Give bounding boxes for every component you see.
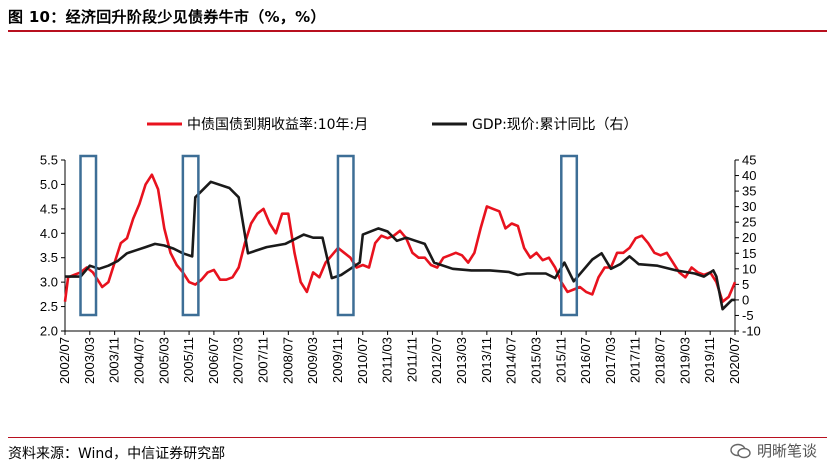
x-tick-label: 2009/03: [305, 337, 320, 384]
chart: 2.02.53.03.54.04.55.05.5-10-505101520253…: [40, 116, 761, 384]
y-right-tick-label: 45: [742, 153, 756, 168]
y-right-tick-label: 40: [742, 168, 756, 183]
x-tick-label: 2008/07: [280, 337, 295, 384]
wechat-icon: [730, 443, 751, 458]
watermark: 明晰笔谈: [730, 440, 817, 461]
x-tick-label: 2003/11: [107, 337, 122, 383]
y-right-tick-label: 30: [742, 199, 756, 214]
x-tick-label: 2003/03: [82, 337, 97, 384]
x-tick-label: 2015/03: [528, 337, 543, 384]
yield-series-line: [63, 173, 737, 304]
x-tick-label: 2011/11: [404, 337, 419, 382]
y-left-tick-label: 4.0: [40, 226, 58, 241]
x-tick-label: 2019/11: [702, 337, 717, 383]
x-tick-label: 2011/03: [380, 337, 395, 383]
x-tick-label: 2020/07: [727, 337, 742, 384]
legend-label-yield: 中债国债到期收益率:10年:月: [187, 116, 368, 133]
x-tick-label: 2007/03: [231, 337, 246, 384]
y-left-tick-label: 2.0: [40, 324, 58, 339]
y-right-tick-label: 20: [742, 230, 756, 245]
y-right-tick-label: 15: [742, 246, 756, 261]
x-tick-label: 2017/03: [603, 337, 618, 384]
y-right-tick-label: 0: [742, 292, 749, 307]
x-tick-label: 2017/11: [628, 337, 643, 383]
y-right-tick-label: 5: [742, 277, 749, 292]
x-tick-label: 2010/07: [355, 337, 370, 384]
highlight-box: [560, 154, 579, 317]
title-rule: [8, 30, 827, 32]
x-tick-label: 2014/07: [504, 337, 519, 384]
watermark-text: 明晰笔谈: [756, 442, 817, 460]
x-tick-label: 2013/03: [454, 337, 469, 384]
x-tick-label: 2009/11: [330, 337, 345, 383]
footer-rule: [8, 437, 827, 438]
figure-title: 图 10：经济回升阶段少见债券牛市（%，%）: [8, 8, 326, 26]
x-tick-label: 2015/11: [553, 337, 568, 383]
y-right-tick-label: 25: [742, 215, 756, 230]
x-tick-label: 2002/07: [57, 337, 72, 384]
gdp-series-line: [65, 180, 735, 311]
x-tick-label: 2019/03: [677, 337, 692, 384]
y-right-tick-label: -10: [742, 324, 761, 339]
y-right-tick-label: 35: [742, 184, 756, 199]
source-note: 资料来源：Wind，中信证券研究部: [8, 446, 226, 462]
y-left-tick-label: 4.5: [40, 201, 58, 216]
y-left-tick-label: 5.0: [40, 177, 58, 192]
y-left-tick-label: 3.5: [40, 250, 58, 265]
y-right-tick-label: 10: [742, 261, 756, 276]
highlight-box: [79, 154, 98, 317]
x-tick-label: 2012/07: [429, 337, 444, 384]
x-tick-label: 2007/11: [256, 337, 271, 383]
x-tick-label: 2018/07: [653, 337, 668, 384]
y-left-tick-label: 5.5: [40, 153, 58, 168]
x-tick-label: 2005/03: [156, 337, 171, 384]
y-right-tick-label: -5: [742, 308, 754, 323]
highlight-box: [336, 154, 355, 317]
legend-label-gdp: GDP:现价:累计同比（右）: [472, 117, 638, 133]
y-left-tick-label: 3.0: [40, 275, 58, 290]
x-tick-label: 2016/07: [578, 337, 593, 384]
x-tick-label: 2013/11: [479, 337, 494, 383]
y-left-tick-label: 2.5: [40, 299, 58, 314]
x-tick-label: 2005/11: [181, 337, 196, 383]
x-tick-label: 2004/07: [131, 337, 146, 384]
highlight-box: [181, 154, 200, 317]
x-tick-label: 2006/07: [206, 337, 221, 384]
